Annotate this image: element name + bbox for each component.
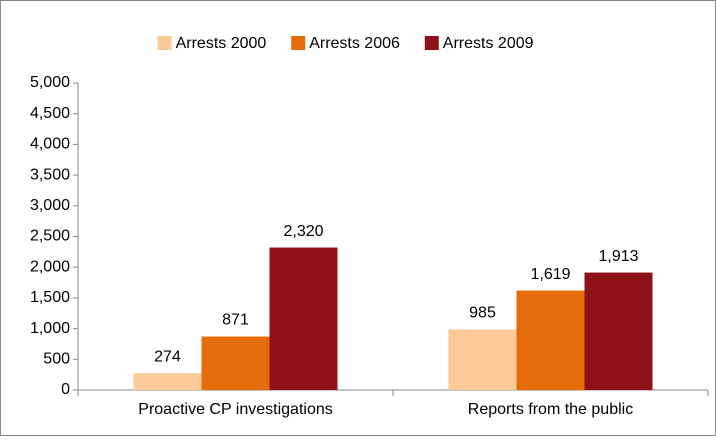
bar — [584, 272, 653, 390]
y-tick-label: 3,500 — [30, 166, 70, 183]
y-tick-label: 2,000 — [30, 258, 70, 275]
y-tick-label: 3,000 — [30, 197, 70, 214]
value-label: 871 — [222, 312, 249, 329]
y-tick-label: 5,000 — [30, 74, 70, 91]
x-tick-label: Proactive CP investigations — [138, 401, 332, 418]
y-tick-label: 1,000 — [30, 320, 70, 337]
bar — [516, 290, 585, 390]
y-tick-label: 2,500 — [30, 228, 70, 245]
value-label: 2,320 — [283, 223, 323, 240]
bar — [269, 247, 338, 390]
legend-swatch — [157, 36, 172, 50]
y-tick-label: 1,500 — [30, 289, 70, 306]
legend-label: Arrests 2009 — [443, 35, 534, 52]
y-tick-label: 4,000 — [30, 136, 70, 153]
bar — [201, 336, 270, 390]
value-label: 274 — [154, 348, 181, 365]
value-label: 1,913 — [598, 248, 638, 265]
value-label: 985 — [469, 305, 496, 322]
y-tick-label: 500 — [43, 351, 70, 368]
legend-label: Arrests 2000 — [176, 35, 267, 52]
y-tick-label: 4,500 — [30, 105, 70, 122]
bar — [448, 329, 517, 390]
y-tick-label: 0 — [61, 381, 70, 398]
legend-swatch — [424, 36, 439, 50]
value-label: 1,619 — [530, 266, 570, 283]
bar — [133, 373, 202, 390]
x-tick-label: Reports from the public — [468, 401, 633, 418]
legend-label: Arrests 2006 — [309, 35, 400, 52]
legend-swatch — [291, 36, 306, 50]
